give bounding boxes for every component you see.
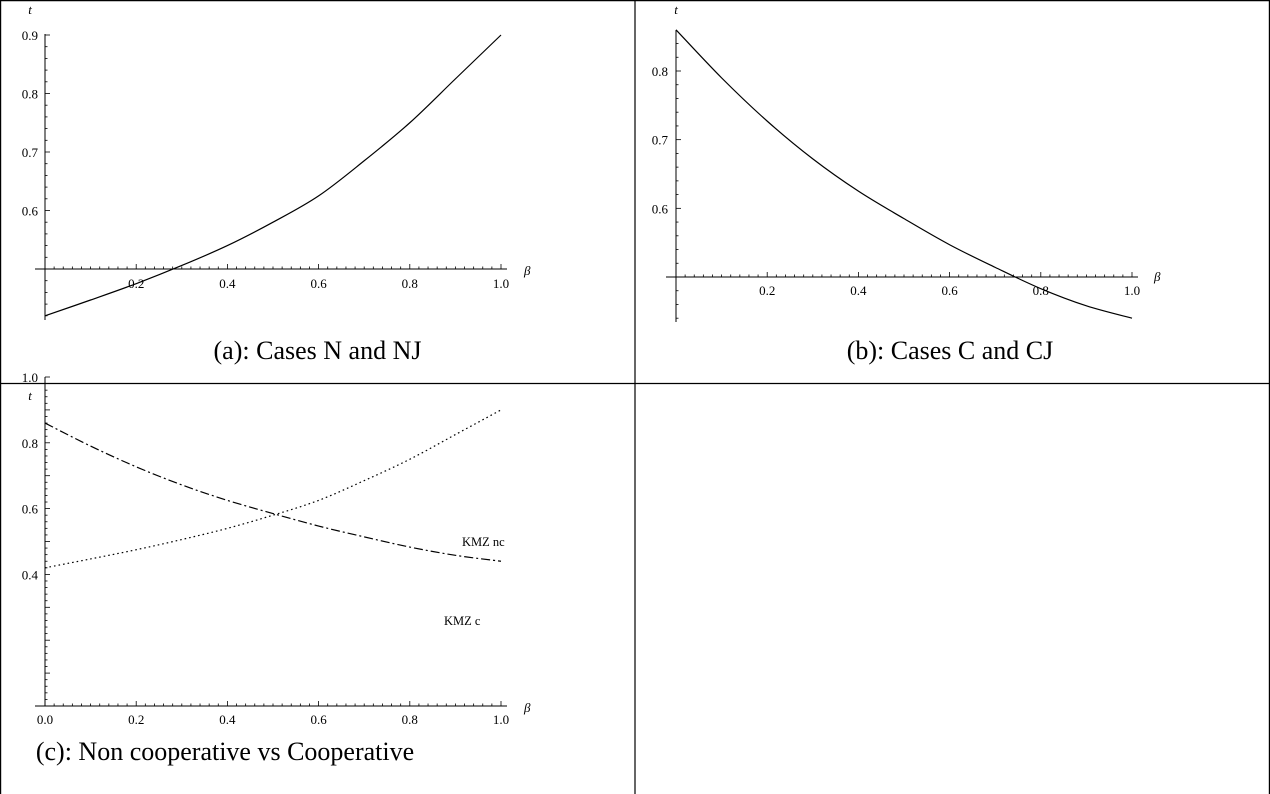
x-tick-label: 0.6 <box>941 283 958 298</box>
chart-c: 0.0 0.2 0.4 0.6 0.8 1.0 0.4 0.6 0.8 1.0 t β KMZ nc KM… <box>22 370 531 727</box>
y-tick-label: 0.6 <box>652 201 669 216</box>
y-tick-label: 0.8 <box>22 87 38 102</box>
x-tick-label: 0.4 <box>219 276 236 291</box>
y-tick-label: 0.4 <box>22 567 39 582</box>
x-tick-label: 0.8 <box>402 276 418 291</box>
y-tick-label: 1.0 <box>22 370 38 385</box>
series-label-kmz-nc: KMZ nc <box>462 535 505 549</box>
series-line-kmz-nc <box>44 409 502 569</box>
x-tick-label: 0.4 <box>850 283 867 298</box>
y-tick-label: 0.7 <box>22 145 39 160</box>
y-tick-label: 0.6 <box>22 204 39 219</box>
x-tick-label: 1.0 <box>493 276 509 291</box>
x-tick-label: 0.0 <box>37 712 53 727</box>
x-axis-label: β <box>1153 269 1161 284</box>
y-axis-label: t <box>28 2 32 17</box>
series-line-curve-b <box>675 29 1133 319</box>
x-tick-label: 0.4 <box>219 712 236 727</box>
y-axis-label: t <box>674 2 678 17</box>
y-tick-label: 0.7 <box>652 133 669 148</box>
x-tick-label: 0.2 <box>128 712 144 727</box>
x-tick-label: 1.0 <box>493 712 509 727</box>
y-tick-label: 0.8 <box>652 64 668 79</box>
y-tick-label: 0.6 <box>22 502 39 517</box>
chart-a: 0.2 0.4 0.6 0.8 1.00.60.70.80.9tβ <box>22 2 531 320</box>
x-axis-label: β <box>523 700 531 715</box>
caption-b: (b): Cases C and CJ <box>846 336 1054 365</box>
caption-c: (c): Non cooperative vs Cooperative <box>35 737 415 766</box>
x-tick-label: 0.6 <box>310 712 327 727</box>
caption-a: (a): Cases N and NJ <box>213 336 422 365</box>
series-line-curve-a <box>44 34 502 317</box>
series-label-kmz-c: KMZ c <box>444 614 481 628</box>
x-axis-label: β <box>523 263 531 278</box>
x-tick-label: 0.2 <box>759 283 775 298</box>
y-axis-label: t <box>28 388 32 403</box>
chart-b: 0.2 0.4 0.6 0.8 1.00.60.70.8tβ <box>652 2 1161 322</box>
x-tick-label: 1.0 <box>1124 283 1140 298</box>
y-tick-label: 0.9 <box>22 28 38 43</box>
x-tick-label: 0.6 <box>310 276 327 291</box>
x-tick-label: 0.8 <box>402 712 418 727</box>
series-line-kmz-c <box>44 422 502 562</box>
y-tick-label: 0.8 <box>22 436 38 451</box>
